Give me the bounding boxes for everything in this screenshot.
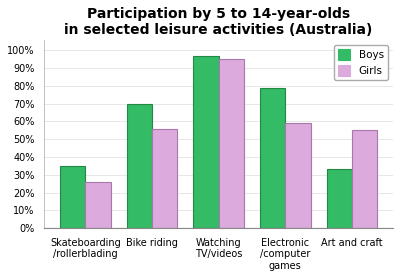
Bar <box>285 123 310 228</box>
Bar <box>193 56 219 228</box>
Bar <box>219 59 244 228</box>
Bar <box>260 88 285 228</box>
Bar <box>127 104 152 228</box>
Title: Participation by 5 to 14-year-olds
in selected leisure activities (Australia): Participation by 5 to 14-year-olds in se… <box>64 7 373 37</box>
Bar <box>352 130 377 228</box>
Bar <box>85 182 111 228</box>
Bar <box>326 170 352 228</box>
Bar <box>152 129 177 228</box>
Bar <box>60 166 85 228</box>
Legend: Boys, Girls: Boys, Girls <box>334 45 388 80</box>
